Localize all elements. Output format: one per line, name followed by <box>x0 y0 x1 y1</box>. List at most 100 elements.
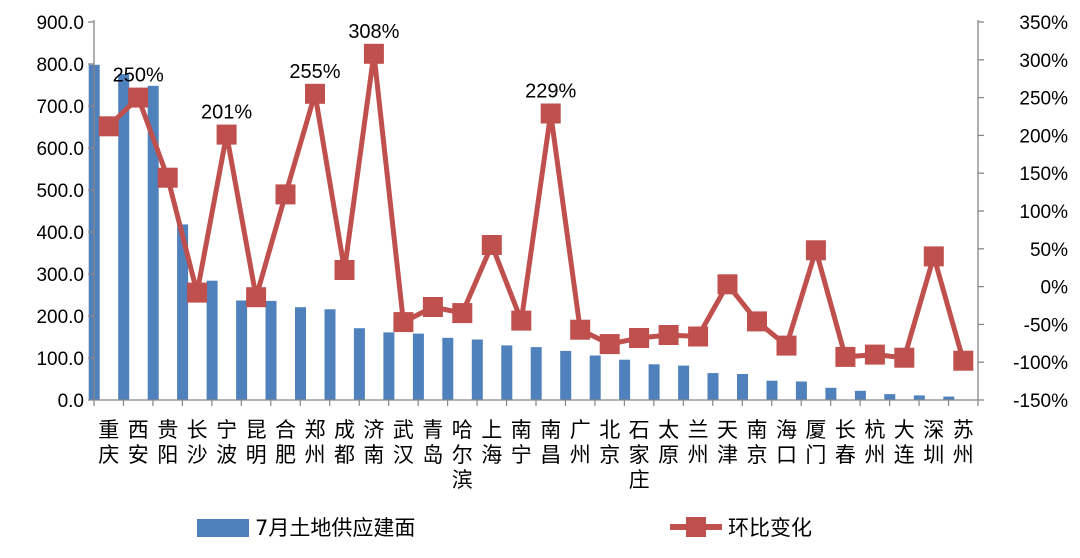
category-label-哈尔滨: 滨 <box>452 468 473 492</box>
legend: 7月土地供应建面 环比变化 <box>197 516 812 540</box>
bar-济南 <box>353 328 365 400</box>
point-哈尔滨 <box>452 303 473 324</box>
category-label-广州: 州 <box>570 443 591 467</box>
category-label-深圳: 圳 <box>923 443 944 467</box>
category-label-北京: 京 <box>599 443 620 467</box>
category-label-合肥: 合 <box>275 418 296 442</box>
category-label-济南: 济 <box>363 418 384 442</box>
bar-郑州 <box>295 307 306 400</box>
bar-青岛 <box>412 333 424 400</box>
category-label-兰州: 州 <box>688 443 709 467</box>
bar-南宁 <box>501 345 513 400</box>
bar-南昌 <box>530 347 542 400</box>
annotation-南昌: 229% <box>525 81 576 103</box>
bar-厦门 <box>795 381 807 400</box>
left-tick-label: 600.0 <box>36 139 84 160</box>
right-tick-label: 350% <box>1019 13 1068 34</box>
category-label-青岛: 青 <box>422 418 443 442</box>
annotations-layer: 250% 201% 255% 308% 229% <box>113 21 577 124</box>
category-label-南宁: 南 <box>511 418 532 442</box>
bar-贵阳 <box>147 85 159 401</box>
category-label-长沙: 长 <box>187 418 208 442</box>
point-南昌 <box>540 103 561 124</box>
annotation-西安: 250% <box>113 65 164 87</box>
category-label-广州: 广 <box>570 418 591 442</box>
category-label-海口: 海 <box>776 418 797 442</box>
right-tick-label: -150% <box>1013 391 1068 412</box>
point-苏州 <box>953 350 974 371</box>
category-label-成都: 都 <box>334 443 355 467</box>
category-label-宁波: 波 <box>216 443 237 467</box>
point-西安 <box>128 87 149 108</box>
category-label-宁波: 宁 <box>216 418 237 442</box>
point-济南 <box>363 43 384 64</box>
category-label-贵阳: 贵 <box>157 418 178 442</box>
category-label-南昌: 南 <box>540 418 561 442</box>
left-tick-label: 0.0 <box>58 391 84 412</box>
line-layer <box>98 43 974 371</box>
category-label-济南: 南 <box>363 443 384 467</box>
point-贵阳 <box>157 167 178 188</box>
category-label-天津: 天 <box>717 418 738 442</box>
category-label-西安: 西 <box>128 418 149 442</box>
category-label-北京: 北 <box>599 418 620 442</box>
category-label-上海: 上 <box>481 418 502 442</box>
bar-西安 <box>118 74 130 400</box>
right-tick-label: 150% <box>1019 164 1068 185</box>
point-大连 <box>894 347 915 368</box>
point-厦门 <box>805 240 826 261</box>
point-昆明 <box>246 287 267 308</box>
bar-宁波 <box>206 280 218 400</box>
bar-苏州 <box>943 396 955 400</box>
bar-昆明 <box>236 300 248 400</box>
bar-长沙 <box>177 224 189 400</box>
point-天津 <box>717 274 738 295</box>
bar-成都 <box>324 309 336 400</box>
bar-大连 <box>884 394 896 400</box>
category-label-厦门: 门 <box>805 443 826 467</box>
category-label-杭州: 杭 <box>864 418 885 442</box>
category-label-太原: 原 <box>658 443 679 467</box>
category-label-南宁: 宁 <box>511 443 532 467</box>
category-label-苏州: 州 <box>953 443 974 467</box>
legend-line-label: 环比变化 <box>728 516 812 540</box>
point-南宁 <box>511 310 532 331</box>
category-label-哈尔滨: 哈 <box>452 418 473 442</box>
point-重庆 <box>98 116 119 137</box>
point-太原 <box>658 325 679 345</box>
category-label-长春: 春 <box>835 443 856 467</box>
point-长沙 <box>187 282 208 303</box>
bar-北京 <box>589 355 601 400</box>
category-label-天津: 津 <box>717 443 738 467</box>
point-兰州 <box>688 326 709 347</box>
category-label-南京: 京 <box>747 443 768 467</box>
category-label-石家庄: 庄 <box>629 468 650 492</box>
category-label-南京: 南 <box>747 418 768 442</box>
category-label-南昌: 昌 <box>540 443 561 467</box>
category-label-杭州: 州 <box>864 443 885 467</box>
right-tick-label: 0% <box>1041 278 1069 299</box>
left-tick-label: 700.0 <box>36 97 84 118</box>
annotation-郑州: 255% <box>289 61 340 83</box>
right-tick-label: 200% <box>1019 126 1068 147</box>
category-label-重庆: 重 <box>98 418 119 442</box>
right-tick-label: -100% <box>1013 353 1068 374</box>
category-label-西安: 安 <box>128 443 149 467</box>
point-海口 <box>776 335 797 356</box>
point-青岛 <box>422 297 443 317</box>
point-南京 <box>747 311 767 332</box>
category-label-大连: 大 <box>894 418 915 442</box>
point-成都 <box>334 260 355 280</box>
left-tick-label: 800.0 <box>36 55 84 76</box>
point-长春 <box>835 346 856 367</box>
bar-天津 <box>707 373 719 400</box>
legend-bar-label: 7月土地供应建面 <box>255 516 415 540</box>
annotation-宁波: 201% <box>201 102 252 124</box>
right-tick-label: 250% <box>1019 89 1068 110</box>
left-tick-label: 300.0 <box>36 265 84 286</box>
category-label-海口: 口 <box>776 443 797 467</box>
category-label-石家庄: 石 <box>629 418 650 442</box>
bar-杭州 <box>854 390 866 400</box>
bar-太原 <box>648 364 660 400</box>
